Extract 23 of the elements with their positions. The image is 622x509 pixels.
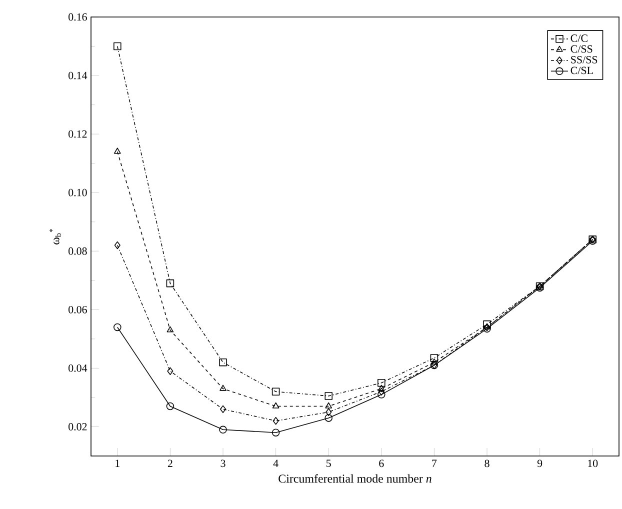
y-tick-label: 0.12 (68, 130, 87, 138)
x-tick-label: 10 (588, 460, 598, 468)
x-tick-label: 3 (220, 460, 226, 468)
legend-label: C/SL (570, 66, 593, 74)
x-axis-title: Circumferential mode number n (278, 474, 432, 483)
x-tick-label: 7 (432, 460, 437, 467)
legend-label: SS/SS (571, 56, 598, 64)
y-tick-label: 0.08 (68, 247, 87, 255)
y-tick-label: 0.04 (68, 364, 88, 372)
x-tick-label: 1 (116, 460, 120, 467)
y-tick-label: 0.06 (68, 306, 87, 314)
x-tick-label: 2 (168, 460, 172, 467)
y-tick-label: 0.14 (68, 72, 88, 80)
x-tick-label: 9 (537, 460, 542, 468)
y-tick-label: 0.10 (68, 188, 87, 196)
legend-label: C/SS (570, 45, 592, 53)
x-tick-label: 6 (379, 460, 384, 468)
x-tick-label: 5 (326, 460, 331, 468)
y-tick-label: 0.16 (68, 13, 87, 21)
x-tick-label: 4 (273, 460, 278, 467)
y-tick-label: 0.02 (68, 423, 87, 430)
legend-label: C/C (570, 34, 588, 42)
x-tick-label: 8 (484, 460, 490, 468)
